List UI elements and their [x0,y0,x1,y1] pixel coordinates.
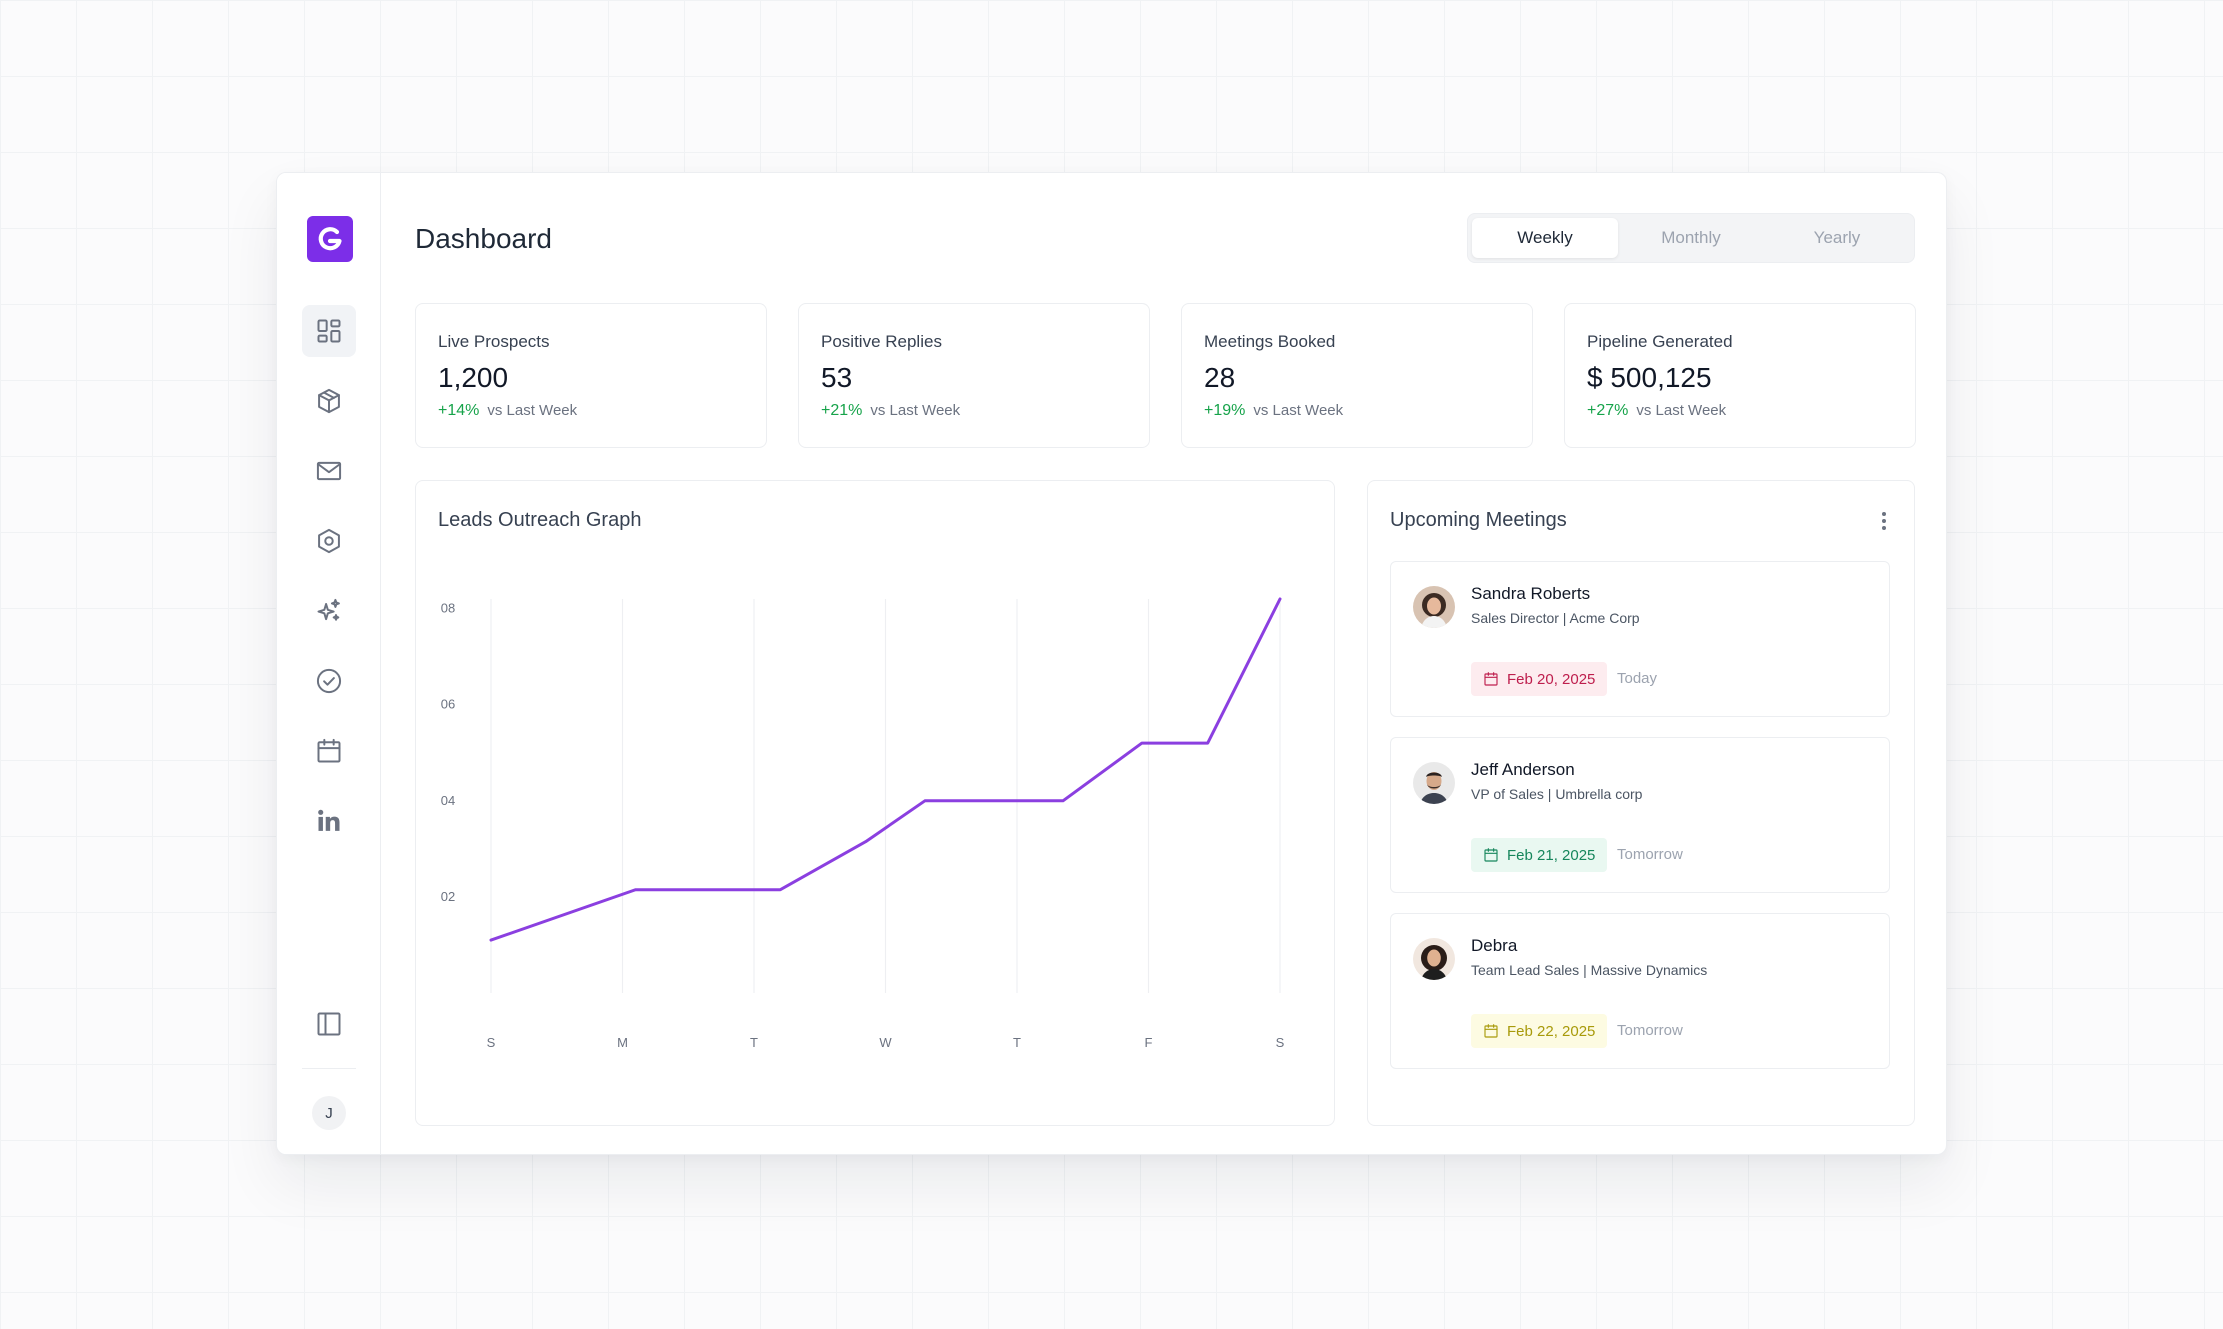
sidebar-item-linkedin[interactable] [302,795,356,847]
meeting-card[interactable]: Sandra Roberts Sales Director | Acme Cor… [1390,561,1890,717]
brand-logo[interactable] [307,216,353,262]
x-tick-label: S [487,1035,496,1050]
meeting-when: Today [1617,670,1658,687]
meeting-card[interactable]: Debra Team Lead Sales | Massive Dynamics… [1390,913,1890,1069]
meeting-when: Tomorrow [1617,846,1683,863]
brand-g-logo-icon [318,227,342,251]
stat-value: $ 500,125 [1587,362,1712,393]
upcoming-meetings-card: Upcoming Meetings Sandra Roberts Sales D… [1367,480,1915,1126]
main-content: Dashboard Weekly Monthly Yearly Live Pro… [381,173,1946,1154]
meeting-card[interactable]: Jeff Anderson VP of Sales | Umbrella cor… [1390,737,1890,893]
envelope-icon [316,461,342,481]
sidebar-item-calendar[interactable] [302,725,356,777]
tab-weekly[interactable]: Weekly [1472,218,1618,258]
page-title: Dashboard [415,223,552,254]
stat-delta: +19% [1204,402,1246,419]
sparkles-icon [317,598,340,621]
stat-delta: +14% [438,402,480,419]
linkedin-icon [318,809,340,831]
meeting-when: Tomorrow [1617,1022,1683,1039]
sidebar-item-mail[interactable] [302,445,356,497]
x-tick-label: T [1013,1035,1021,1050]
stat-card-live-prospects: Live Prospects 1,200 +14% vs Last Week [415,303,767,448]
calendar-icon [1484,1024,1498,1038]
tab-yearly[interactable]: Yearly [1764,218,1910,258]
meetings-title: Upcoming Meetings [1390,509,1567,531]
stat-compare: vs Last Week [870,402,961,419]
stat-value: 53 [821,362,853,393]
meeting-date: Feb 21, 2025 [1507,846,1596,864]
app-window: J Dashboard Weekly Monthly Yearly Live P… [276,172,1947,1155]
sidebar-item-settings[interactable] [302,515,356,567]
user-avatar[interactable]: J [312,1096,346,1130]
meeting-date: Feb 22, 2025 [1507,1022,1596,1040]
stat-label: Pipeline Generated [1587,332,1733,351]
meeting-date-badge: Feb 22, 2025 [1471,1014,1608,1048]
avatar [1413,586,1455,628]
calendar-icon [317,738,341,763]
sidebar-panel-icon [317,1012,341,1036]
meeting-name: Sandra Roberts [1471,584,1591,603]
more-options-icon[interactable] [1874,509,1894,533]
meeting-role: Team Lead Sales | Massive Dynamics [1471,962,1708,978]
x-tick-label: M [617,1035,628,1050]
avatar [1413,938,1455,980]
meeting-role: VP of Sales | Umbrella corp [1471,786,1643,802]
meeting-name: Debra [1471,936,1518,955]
stat-delta: +27% [1587,402,1629,419]
leads-outreach-card: Leads Outreach Graph S M T W T F S 02 04 06 08 [415,480,1335,1126]
sidebar-item-products[interactable] [302,375,356,427]
stat-value: 1,200 [438,362,509,393]
stat-compare: vs Last Week [487,402,578,419]
stat-compare: vs Last Week [1636,402,1727,419]
y-tick-label: 06 [441,697,455,712]
meeting-date: Feb 20, 2025 [1507,670,1596,688]
stat-card-pipeline-generated: Pipeline Generated $ 500,125 +27% vs Last… [1564,303,1916,448]
x-tick-label: W [879,1035,892,1050]
stat-label: Positive Replies [821,332,942,351]
stat-card-positive-replies: Positive Replies 53 +21% vs Last Week [798,303,1150,448]
period-switcher: Weekly Monthly Yearly [1467,213,1915,263]
stat-label: Meetings Booked [1204,332,1336,351]
stat-compare: vs Last Week [1253,402,1344,419]
tab-monthly[interactable]: Monthly [1618,218,1764,258]
stat-delta: +21% [821,402,863,419]
x-tick-label: S [1276,1035,1285,1050]
x-tick-label: F [1145,1035,1153,1050]
y-tick-label: 08 [441,601,455,616]
sidebar-item-ai[interactable] [302,585,356,637]
sidebar-item-tasks[interactable] [302,655,356,707]
stat-label: Live Prospects [438,332,550,351]
leads-outreach-chart: S M T W T F S 02 04 06 08 [441,597,1285,1050]
y-tick-label: 02 [441,889,455,904]
check-circle-icon [316,668,342,694]
avatar [1413,762,1455,804]
meeting-role: Sales Director | Acme Corp [1471,610,1640,626]
stat-value: 28 [1204,362,1236,393]
chart-title: Leads Outreach Graph [438,509,642,531]
meeting-date-badge: Feb 21, 2025 [1471,838,1608,872]
calendar-icon [1484,848,1498,862]
calendar-icon [1484,672,1498,686]
series-line [489,597,1282,942]
sidebar-collapse-button[interactable] [302,998,356,1050]
hexagon-icon [318,528,340,554]
stat-card-meetings-booked: Meetings Booked 28 +19% vs Last Week [1181,303,1533,448]
grid-icon [317,319,341,343]
meeting-date-badge: Feb 20, 2025 [1471,662,1608,696]
sidebar: J [277,173,381,1154]
y-tick-label: 04 [441,793,455,808]
x-tick-label: T [750,1035,758,1050]
meeting-name: Jeff Anderson [1471,760,1575,779]
cube-icon [318,388,340,414]
sidebar-item-dashboard[interactable] [302,305,356,357]
sidebar-divider [302,1068,356,1069]
